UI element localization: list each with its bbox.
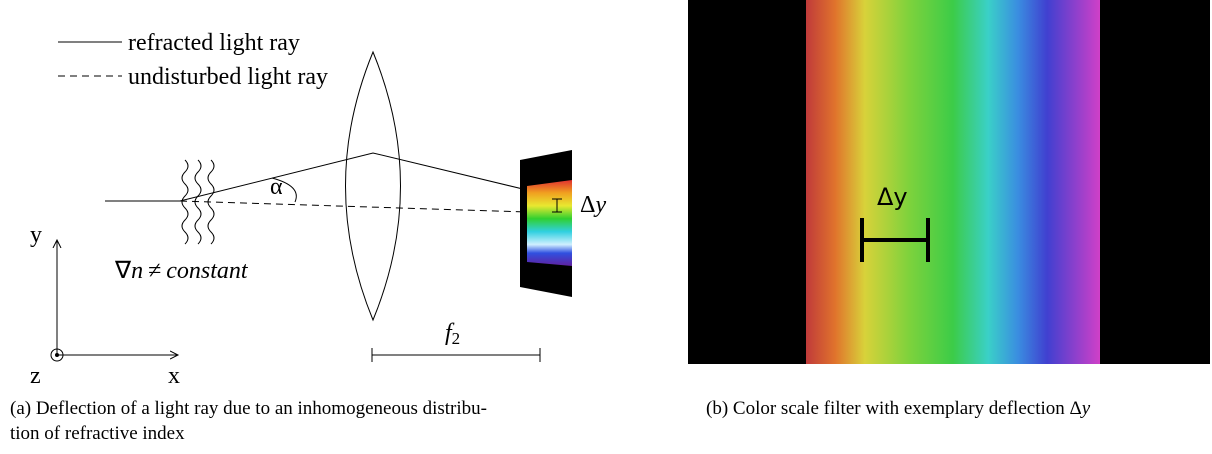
filter-colors [527, 180, 572, 266]
x-axis-label: x [168, 363, 180, 389]
caption-a-line1: (a) Deflection of a light ray due to an … [10, 398, 487, 419]
angle-label: α [270, 174, 283, 200]
deflection-symbol: y [593, 192, 606, 218]
focal-subscript: 2 [452, 329, 461, 348]
n: n [131, 258, 143, 284]
focal-label: f2 [445, 320, 460, 348]
z-axis-circle [50, 348, 64, 362]
caption-b: (b) Color scale filter with exemplary de… [706, 398, 1091, 419]
undisturbed-ray [179, 200, 528, 213]
right-deflection-bar [860, 218, 930, 262]
color-scale [806, 0, 1100, 364]
angle-arc [271, 177, 297, 203]
gradient-label: ∇n ≠ constant [114, 258, 249, 284]
caption-a-line2: tion of refractive index [10, 423, 185, 444]
deflection-bar [552, 198, 562, 213]
caption-b-text: (b) Color scale filter with exemplary de… [706, 398, 1082, 419]
legend-solid-text: refracted light ray [128, 30, 300, 56]
z-axis-label: z [30, 363, 41, 389]
right-deflection-label: Δy [877, 183, 908, 211]
focal-bar [371, 348, 541, 362]
delta: Δ [580, 192, 595, 218]
nabla: ∇ [114, 258, 132, 284]
legend-dashed-text: undisturbed light ray [128, 64, 328, 90]
wavy-lines [181, 159, 215, 245]
lens [345, 50, 401, 322]
constant: constant [166, 258, 249, 284]
neq: ≠ [148, 258, 161, 284]
y-axis-label: y [30, 222, 42, 248]
focal-symbol: f [445, 320, 455, 346]
z-axis-dot [55, 353, 59, 357]
caption-b-symbol: y [1080, 398, 1091, 419]
refracted-ray [105, 152, 528, 202]
deflection-label: Δy [580, 192, 606, 218]
